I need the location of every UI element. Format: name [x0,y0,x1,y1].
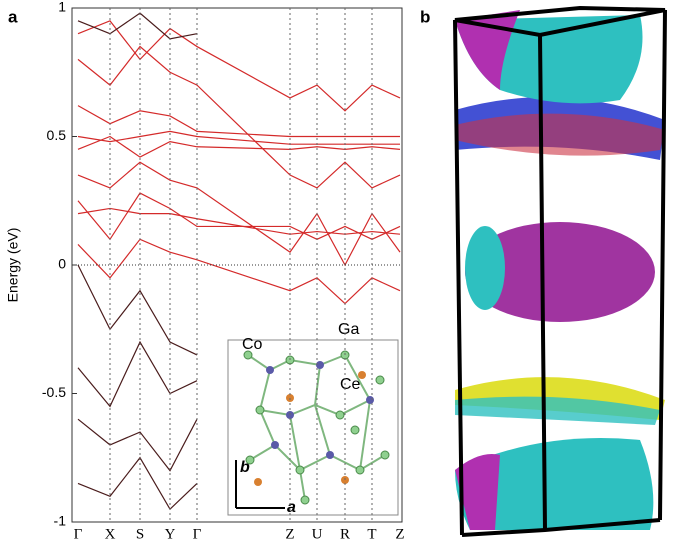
x-tick-label: Y [165,526,176,542]
x-tick-label: S [136,526,144,542]
band [77,130,400,145]
inset-ga-atoms [243,350,390,505]
y-tick-label: -0.5 [42,384,66,400]
inset-label: Co [242,336,263,353]
x-tick-label: R [340,526,350,542]
panel-label: a [8,7,18,26]
inset-label: a [287,499,296,516]
band [77,45,401,189]
y-tick-label: 1 [58,0,66,15]
x-tick-label: U [312,526,323,542]
inset-label: b [240,459,250,476]
band [77,418,198,472]
y-tick-label: 0.5 [47,127,67,143]
inset-co-atoms [266,361,374,459]
y-axis-label: Energy (eV) [5,228,21,303]
x-tick-label: Z [395,526,404,542]
band [77,135,401,158]
band [77,238,401,305]
band [77,105,400,138]
band [77,456,198,511]
inset-label: Ga [338,321,359,338]
inset: Co Ga Ce b a [227,321,399,516]
inset-frame [227,339,399,516]
panel-label: b [420,7,430,26]
x-tick-label: X [105,526,116,542]
band [77,264,198,356]
y-tick-label: 0 [58,256,66,272]
band [77,207,401,235]
fermi-surface [453,5,667,537]
band [77,20,401,112]
y-tick-label: -1 [54,513,67,529]
inset-axes [235,460,285,509]
band [77,161,401,267]
band [77,340,198,408]
x-tick-label: Γ [74,526,83,542]
x-tick-label: Γ [193,526,202,542]
inset-label: Ce [340,376,361,393]
inset-ce-atoms [254,371,366,486]
bands [77,12,401,511]
x-tick-label: T [367,526,376,542]
band [77,192,401,241]
x-tick-label: Z [285,526,294,542]
